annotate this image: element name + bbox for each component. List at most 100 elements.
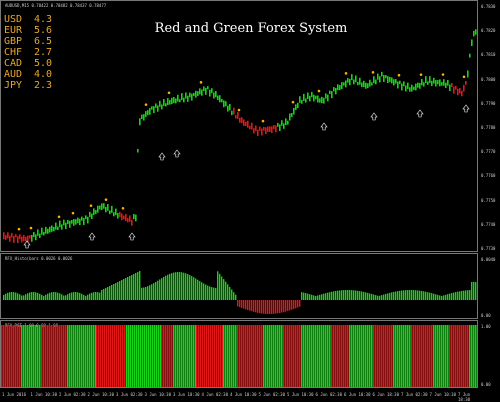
candle	[251, 122, 253, 130]
candle	[465, 80, 467, 85]
signal-marker	[371, 71, 375, 74]
histogram-bar	[177, 272, 179, 300]
signal-bar	[67, 325, 69, 387]
histogram-bar	[171, 273, 173, 300]
candle	[29, 235, 31, 239]
scale-label: 0.7810	[481, 52, 496, 58]
histogram-bar	[35, 292, 37, 300]
signal-marker	[17, 227, 21, 231]
signal-bar	[102, 325, 104, 387]
histogram-bar	[387, 293, 389, 300]
candle	[153, 106, 155, 114]
signal-bar	[5, 325, 7, 387]
candle	[373, 76, 375, 84]
histogram-bar	[403, 290, 405, 300]
signal-bar	[299, 325, 301, 387]
signal-bar	[289, 325, 291, 387]
histogram-bar	[345, 290, 347, 300]
histogram-bar	[305, 293, 307, 300]
currency-code: USD	[4, 14, 23, 25]
histogram-bar	[85, 295, 87, 300]
signal-bar	[33, 325, 35, 387]
signal-strip-pane[interactable]: RFX_DOT 1.00 0.00 1.00	[0, 320, 478, 388]
strength-row: JPY 2.3	[4, 80, 52, 91]
time-label: 3 Jun 02:30	[116, 392, 143, 397]
candle	[81, 216, 83, 221]
price-chart-pane[interactable]: AUDUSD,M15 0.78422 0.78482 0.78437 0.784…	[0, 0, 478, 252]
signal-bar	[206, 325, 208, 387]
histogram-bar	[183, 272, 185, 300]
signal-bar	[423, 325, 425, 387]
histogram-bar	[341, 290, 343, 300]
candle	[21, 236, 23, 243]
signal-bar	[257, 325, 259, 387]
candle	[393, 79, 395, 86]
signal-bar	[385, 325, 387, 387]
time-label: 4 Jun 02:30	[201, 392, 229, 397]
candle	[97, 205, 99, 213]
histogram-bar	[469, 290, 471, 300]
candle	[219, 95, 221, 103]
candle	[327, 94, 329, 102]
candle	[163, 99, 165, 106]
signal-bar	[19, 325, 21, 387]
candle	[137, 149, 139, 153]
histogram-bar	[229, 286, 231, 300]
candle	[425, 76, 427, 84]
histogram-pane[interactable]: RFX_Histo(bars 0.0026 0.0026	[0, 253, 478, 319]
signal-bar	[315, 325, 317, 387]
histogram-bar	[343, 290, 345, 300]
candle	[383, 75, 385, 82]
candle	[13, 235, 15, 243]
signal-bar	[419, 325, 421, 387]
histogram-bar	[71, 292, 73, 300]
histogram-bar	[419, 290, 421, 300]
histogram-bar	[383, 294, 385, 300]
histogram-bar	[253, 300, 255, 312]
scale-label: 0.0040	[481, 257, 496, 262]
signal-bar	[439, 325, 441, 387]
histogram-bar	[315, 295, 317, 300]
strength-row: AUD 4.0	[4, 69, 52, 80]
candle	[205, 87, 207, 95]
candle	[391, 77, 393, 84]
strength-value: 4.3	[34, 14, 53, 25]
candle	[401, 83, 403, 91]
histogram-bar	[381, 295, 383, 300]
signal-bar	[49, 325, 51, 387]
histogram-bar	[43, 295, 45, 300]
histogram-bar	[307, 293, 309, 300]
histogram-bar	[139, 271, 141, 300]
signal-bar	[77, 325, 79, 387]
candle	[243, 119, 245, 126]
scale-label: 0.7740	[481, 221, 496, 227]
candle	[17, 236, 19, 244]
histogram-bar	[423, 291, 425, 300]
histogram-bar	[255, 300, 257, 313]
buy-arrow-icon	[416, 109, 424, 118]
histogram-bar	[285, 300, 287, 312]
histogram-bar	[377, 295, 379, 300]
histogram-bar	[427, 292, 429, 300]
histogram-bar	[57, 292, 59, 300]
histogram-bar	[9, 292, 11, 300]
candle	[149, 107, 151, 115]
histogram-bar	[301, 292, 303, 300]
scale-label: 0.7750	[481, 197, 496, 203]
signal-bar	[185, 325, 187, 387]
signal-bar	[124, 325, 126, 387]
signal-bar	[281, 325, 283, 387]
signal-bar	[405, 325, 407, 387]
candle	[33, 232, 35, 238]
signal-bar	[347, 325, 349, 387]
signal-bar	[100, 325, 102, 387]
histogram-bar	[297, 300, 299, 308]
signal-bar	[183, 325, 185, 387]
signal-bar	[222, 325, 224, 387]
signal-bar	[399, 325, 401, 387]
candle	[445, 82, 447, 88]
histogram-bar	[433, 293, 435, 300]
signal-marker	[29, 226, 33, 230]
signal-bar	[427, 325, 429, 387]
histogram-bar	[233, 292, 235, 300]
